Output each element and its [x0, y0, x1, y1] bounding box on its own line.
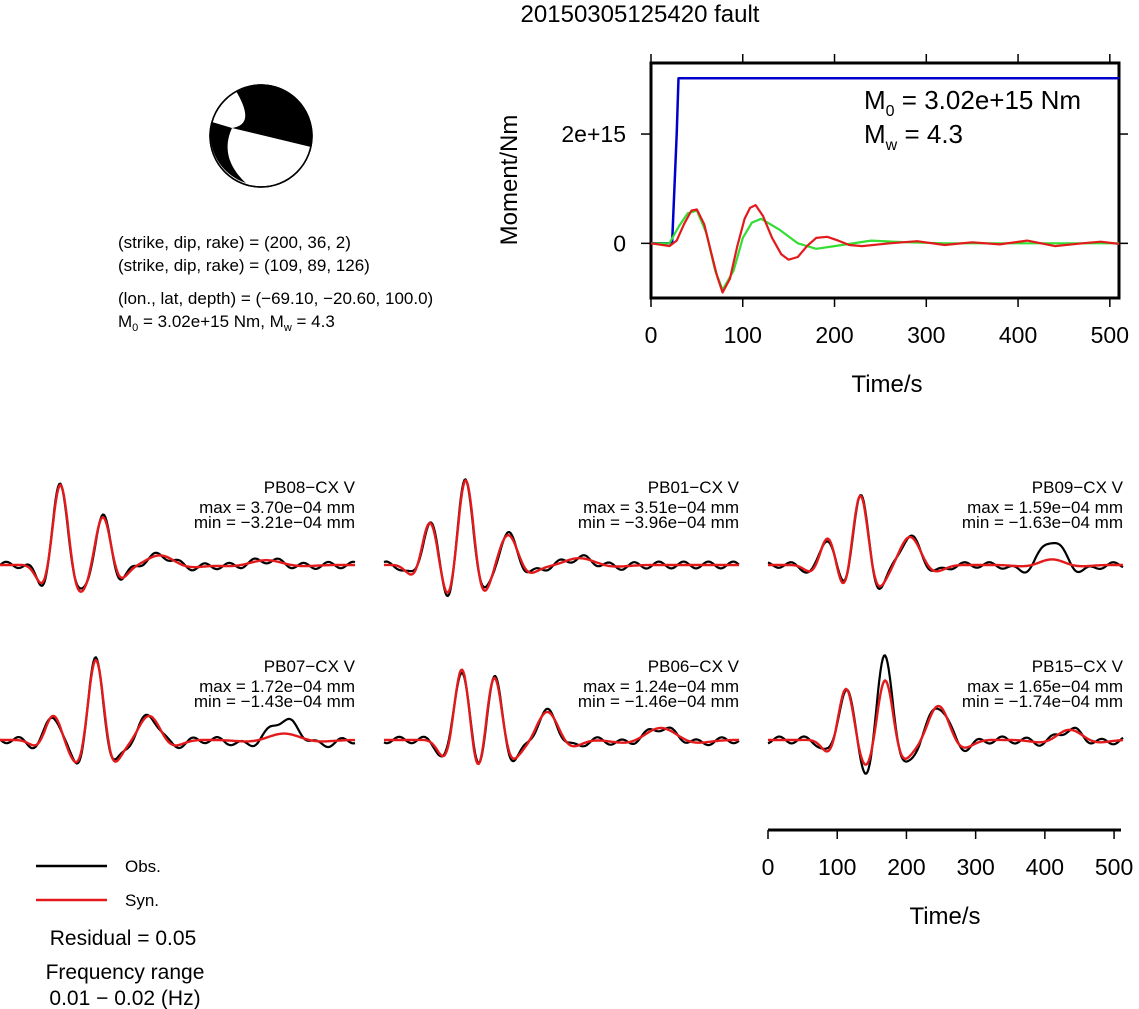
station-min: min = −1.74e−04 mm: [962, 692, 1123, 711]
station-max: max = 3.70e−04 mm: [199, 498, 355, 517]
synthetic-trace: [383, 479, 739, 594]
station-max: max = 1.65e−04 mm: [967, 677, 1123, 696]
moment-series-green: [651, 209, 1119, 291]
moment-x-tick-label: 100: [724, 322, 762, 348]
station-min: min = −1.46e−04 mm: [578, 692, 739, 711]
residual-text: Residual = 0.05: [50, 927, 197, 950]
legend-obs-label: Obs.: [125, 857, 161, 876]
station-min: min = −3.96e−04 mm: [578, 513, 739, 532]
synthetic-trace: [0, 483, 355, 593]
station-label: PB09−CX V: [1032, 478, 1124, 497]
station-max: max = 1.24e−04 mm: [583, 677, 739, 696]
station-max: max = 3.51e−04 mm: [583, 498, 739, 517]
waveform-x-axis-label: Time/s: [909, 903, 980, 930]
waveform-x-tick-label: 100: [818, 854, 856, 880]
waveform-x-tick-label: 300: [956, 854, 994, 880]
moment-annotation-m0: M0 = 3.02e+15 Nm: [864, 85, 1081, 120]
legend: Obs. Syn.: [36, 857, 161, 910]
waveform-x-tick-label: 500: [1095, 854, 1133, 880]
frequency-range-label: Frequency range: [46, 961, 205, 984]
station-min: min = −1.43e−04 mm: [194, 692, 355, 711]
station-max: max = 1.59e−04 mm: [967, 498, 1123, 517]
moment-x-tick-label: 200: [815, 322, 853, 348]
station-label: PB08−CX V: [264, 478, 356, 497]
moment-x-tick-label: 400: [999, 322, 1037, 348]
legend-syn-label: Syn.: [125, 891, 159, 910]
moment-y-tick-label: 0: [613, 230, 626, 256]
station-min: min = −1.63e−04 mm: [962, 513, 1123, 532]
synthetic-trace: [768, 679, 1123, 766]
station-label: PB07−CX V: [264, 657, 356, 676]
moment-x-axis-label: Time/s: [851, 371, 922, 398]
location-line: (lon., lat, depth) = (−69.10, −20.60, 10…: [118, 289, 433, 308]
magnitude-line: M0 = 3.02e+15 Nm, Mw = 4.3: [118, 312, 335, 334]
station-label: PB06−CX V: [648, 657, 740, 676]
mechanism-line-1: (strike, dip, rake) = (200, 36, 2): [118, 233, 351, 252]
station-label: PB15−CX V: [1032, 657, 1124, 676]
figure-title: 20150305125420 fault: [521, 1, 760, 28]
beachball-icon: [209, 84, 313, 188]
frequency-range-value: 0.01 − 0.02 (Hz): [49, 987, 200, 1009]
mechanism-info: (strike, dip, rake) = (200, 36, 2) (stri…: [118, 233, 433, 334]
waveform-x-tick-label: 0: [762, 854, 775, 880]
moment-x-tick-label: 300: [907, 322, 945, 348]
mechanism-line-2: (strike, dip, rake) = (109, 89, 126): [118, 256, 370, 275]
station-label: PB01−CX V: [648, 478, 740, 497]
synthetic-trace: [768, 494, 1123, 588]
waveform-x-tick-label: 200: [887, 854, 925, 880]
synthetic-trace: [384, 668, 739, 766]
moment-x-tick-label: 500: [1091, 322, 1129, 348]
moment-y-tick-label: 2e+15: [561, 121, 626, 147]
moment-series-red: [650, 204, 1120, 294]
moment-plot-frame: [649, 61, 1121, 300]
synthetic-trace: [0, 658, 356, 764]
waveform-x-tick-label: 400: [1026, 854, 1064, 880]
observed-trace: [0, 482, 356, 590]
station-min: min = −3.21e−04 mm: [194, 513, 355, 532]
moment-y-axis-label: Moment/Nm: [496, 115, 523, 246]
moment-annotation-mw: Mw = 4.3: [864, 119, 963, 154]
waveform-time-axis: Time/s 0 100 200 300 400 500: [762, 828, 1133, 930]
station-max: max = 1.72e−04 mm: [199, 677, 355, 696]
moment-x-tick-label: 0: [645, 322, 658, 348]
